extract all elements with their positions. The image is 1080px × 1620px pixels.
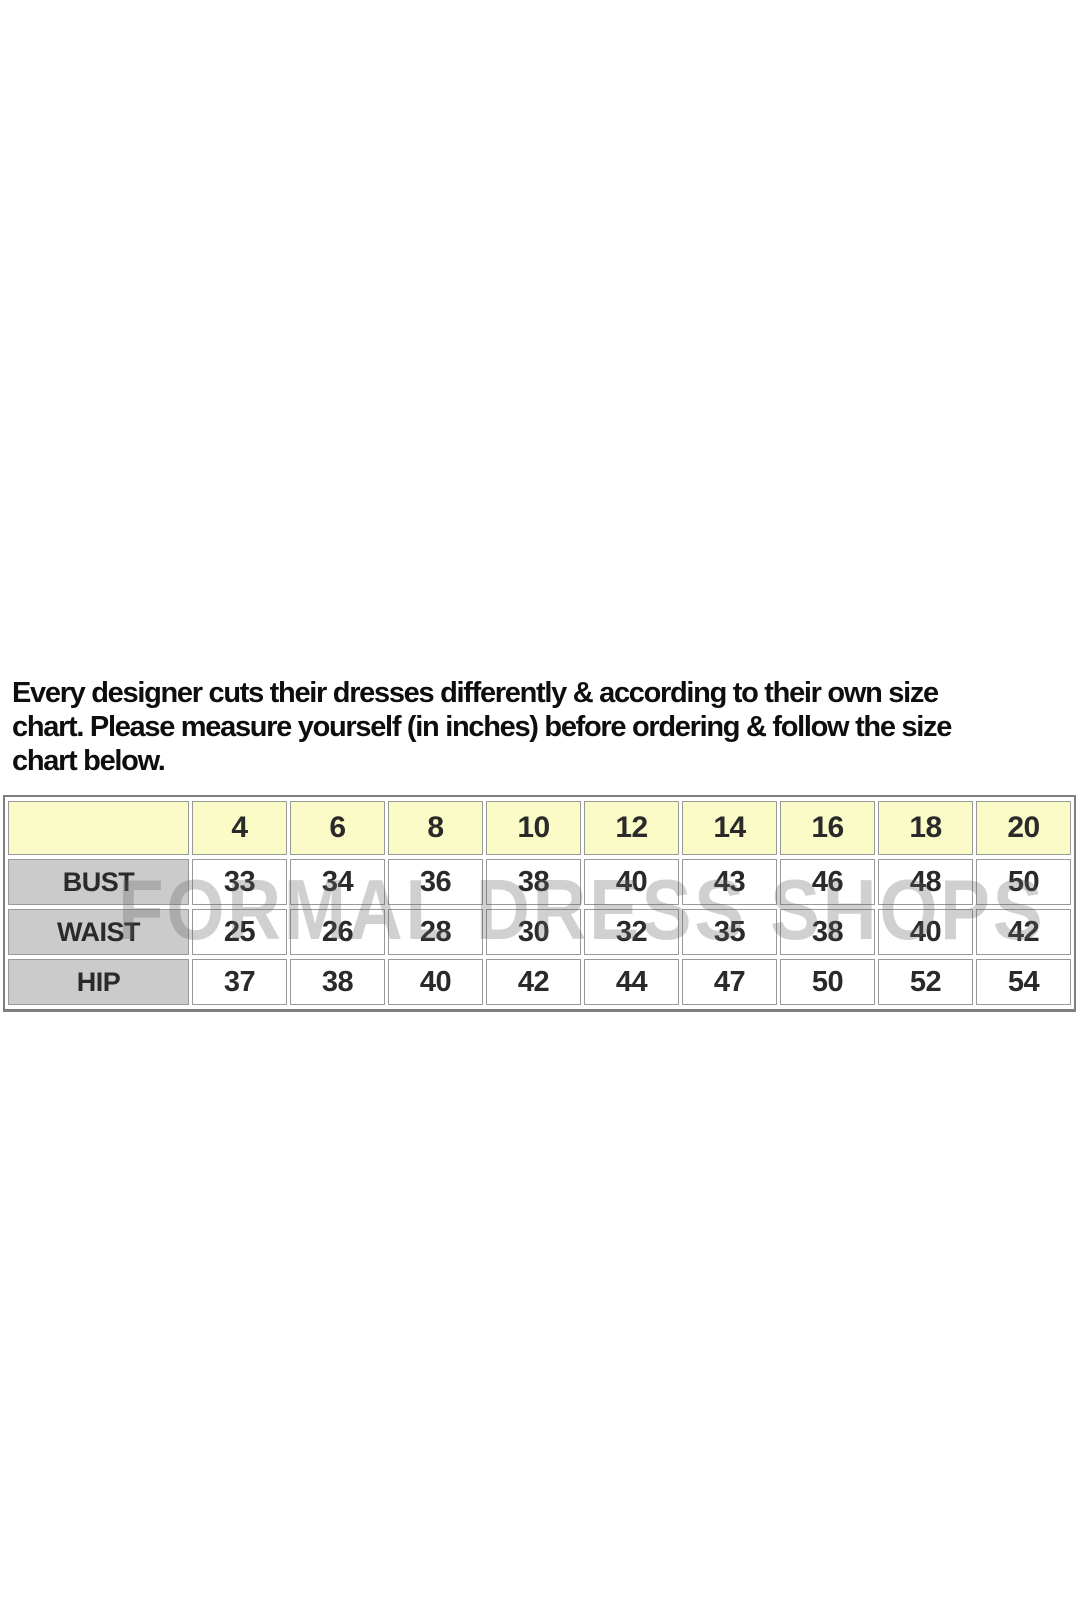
size-chart-header: 4 6 8 10 12 14 16 18 20 — [8, 801, 1071, 855]
size-value-cell: 46 — [780, 859, 875, 905]
size-header-cell: 16 — [780, 801, 875, 855]
measurement-label-bust: BUST — [8, 859, 189, 905]
size-value-cell: 37 — [192, 959, 287, 1005]
size-value-cell: 34 — [290, 859, 385, 905]
table-row-waist: WAIST 25 26 28 30 32 35 38 40 42 — [8, 909, 1071, 955]
size-header-row: 4 6 8 10 12 14 16 18 20 — [8, 801, 1071, 855]
size-header-cell: 18 — [878, 801, 973, 855]
size-value-cell: 50 — [976, 859, 1071, 905]
size-value-cell: 50 — [780, 959, 875, 1005]
size-value-cell: 54 — [976, 959, 1071, 1005]
size-value-cell: 48 — [878, 859, 973, 905]
table-row-bust: BUST 33 34 36 38 40 43 46 48 50 — [8, 859, 1071, 905]
size-header-cell: 4 — [192, 801, 287, 855]
size-chart-table: 4 6 8 10 12 14 16 18 20 BUST 33 34 36 38… — [3, 795, 1076, 1012]
size-value-cell: 40 — [388, 959, 483, 1005]
size-value-cell: 33 — [192, 859, 287, 905]
size-value-cell: 35 — [682, 909, 777, 955]
size-value-cell: 32 — [584, 909, 679, 955]
corner-cell — [8, 801, 189, 855]
size-value-cell: 44 — [584, 959, 679, 1005]
size-value-cell: 40 — [878, 909, 973, 955]
measurement-label-waist: WAIST — [8, 909, 189, 955]
intro-paragraph-sizing: Every designer cuts their dresses differ… — [12, 677, 952, 777]
size-header-cell: 6 — [290, 801, 385, 855]
size-value-cell: 30 — [486, 909, 581, 955]
size-value-cell: 28 — [388, 909, 483, 955]
table-row-hip: HIP 37 38 40 42 44 47 50 52 54 — [8, 959, 1071, 1005]
size-header-cell: 20 — [976, 801, 1071, 855]
size-value-cell: 38 — [290, 959, 385, 1005]
size-value-cell: 36 — [388, 859, 483, 905]
size-value-cell: 38 — [486, 859, 581, 905]
size-value-cell: 40 — [584, 859, 679, 905]
size-value-cell: 42 — [976, 909, 1071, 955]
size-value-cell: 42 — [486, 959, 581, 1005]
size-header-cell: 12 — [584, 801, 679, 855]
size-value-cell: 26 — [290, 909, 385, 955]
size-header-cell: 8 — [388, 801, 483, 855]
size-value-cell: 43 — [682, 859, 777, 905]
size-header-cell: 10 — [486, 801, 581, 855]
size-value-cell: 38 — [780, 909, 875, 955]
size-value-cell: 47 — [682, 959, 777, 1005]
size-value-cell: 25 — [192, 909, 287, 955]
size-header-cell: 14 — [682, 801, 777, 855]
size-value-cell: 52 — [878, 959, 973, 1005]
measurement-label-hip: HIP — [8, 959, 189, 1005]
